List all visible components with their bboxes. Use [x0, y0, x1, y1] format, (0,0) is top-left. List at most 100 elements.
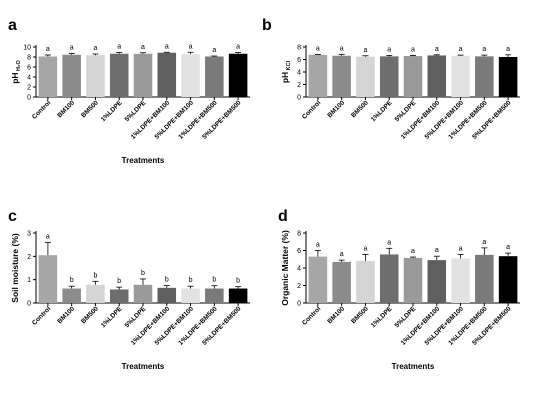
bar-BM500	[86, 284, 105, 303]
significance-letter: b	[70, 277, 74, 284]
bar-1%LDPE	[379, 56, 399, 97]
bar-1%LDPE+BM100	[427, 260, 447, 303]
significance-letter: a	[435, 46, 439, 53]
significance-letter: a	[189, 43, 193, 50]
y-tick-label: 4	[27, 75, 31, 82]
significance-letter: a	[482, 239, 486, 246]
bar-5%LDPE	[403, 257, 423, 303]
significance-letter: a	[363, 47, 367, 54]
significance-letter: a	[459, 245, 463, 252]
bar-1%LDPE+BM500	[205, 288, 224, 303]
bar-1%LDPE+BM500	[475, 254, 494, 303]
significance-letter: a	[236, 44, 240, 51]
bar-1%LDPE+BM100	[427, 55, 447, 97]
y-axis-label: pHKCl	[280, 60, 292, 83]
panel-label: c	[8, 208, 17, 225]
bar-BM500	[356, 56, 375, 97]
bar-1%LDPE	[109, 289, 129, 303]
x-tick-label: Control	[301, 305, 322, 326]
y-tick-label: 6	[297, 248, 301, 255]
panel-c: c 0 1 2 3 Soil moisture (%) a Control b BM100 b BM5…	[8, 208, 250, 371]
y-axis-label-subscript: KCl	[286, 60, 292, 70]
bar-5%LDPE+BM500	[498, 256, 518, 303]
bar-1%LDPE+BM100	[157, 52, 177, 97]
x-tick-label: 5%LDPE	[124, 99, 148, 123]
significance-letter: a	[411, 248, 415, 255]
x-tick-label: 1%LDPE	[100, 305, 124, 329]
x-tick-label: 5%LDPE	[394, 305, 418, 329]
y-tick-label: 6	[27, 65, 31, 72]
significance-letter: a	[212, 47, 216, 54]
significance-letter: a	[435, 247, 439, 254]
y-tick-label: 2	[297, 283, 301, 290]
significance-letter: a	[117, 44, 121, 51]
x-tick-label: BM100	[326, 99, 346, 119]
y-tick-label: 0	[27, 301, 31, 308]
significance-letter: a	[141, 44, 145, 51]
significance-letter: b	[212, 277, 216, 284]
panel-d: d 0 2 4 6 8 Organic Matter (%) a Control a BM100 a B…	[278, 208, 520, 371]
significance-letter: a	[70, 45, 74, 52]
significance-letter: b	[93, 272, 97, 279]
bar-5%LDPE+BM100	[451, 258, 470, 303]
bar-BM100	[332, 55, 351, 97]
x-tick-label: BM500	[80, 305, 100, 325]
bar-5%LDPE+BM100	[181, 54, 200, 97]
significance-letter: a	[411, 46, 415, 53]
significance-letter: a	[316, 46, 320, 53]
significance-letter: b	[189, 277, 193, 284]
significance-letter: a	[340, 251, 344, 258]
x-tick-label: 1%LDPE	[370, 99, 394, 123]
x-tick-label: Control	[31, 99, 52, 120]
x-tick-label: BM100	[56, 99, 76, 119]
y-tick-label: 4	[297, 70, 301, 77]
x-tick-label: BM100	[326, 305, 346, 325]
bar-1%LDPE+BM500	[205, 56, 224, 97]
significance-letter: a	[459, 46, 463, 53]
bar-1%LDPE+BM100	[157, 287, 177, 303]
significance-letter: a	[316, 242, 320, 249]
y-tick-label: 6	[297, 57, 301, 64]
bar-BM100	[62, 288, 81, 303]
significance-letter: a	[363, 245, 367, 252]
bar-BM500	[86, 55, 105, 97]
bar-5%LDPE+BM500	[228, 53, 248, 97]
significance-letter: a	[506, 244, 510, 251]
significance-letter: a	[340, 46, 344, 53]
y-tick-label: 2	[297, 82, 301, 89]
x-tick-label: BM100	[56, 305, 76, 325]
significance-letter: a	[482, 46, 486, 53]
y-tick-label: 3	[27, 231, 31, 238]
bar-1%LDPE	[379, 254, 399, 303]
bar-1%LDPE	[109, 53, 129, 97]
y-axis-label: Organic Matter (%)	[280, 230, 290, 306]
y-tick-label: 4	[297, 266, 301, 273]
significance-letter: a	[93, 45, 97, 52]
x-tick-label: Control	[31, 305, 52, 326]
bar-Control	[308, 54, 328, 97]
bar-5%LDPE+BM500	[498, 57, 518, 97]
y-tick-label: 10	[23, 45, 31, 52]
significance-letter: b	[141, 270, 145, 277]
y-tick-label: 0	[27, 95, 31, 102]
panel-a: a 0 2 4 6 8 10 pHH₂O a Control a BM100 a BM500 a 1%LDPE…	[8, 17, 250, 165]
panel-label: d	[278, 208, 288, 225]
y-tick-label: 8	[297, 45, 301, 52]
y-axis-label-subscript: H₂O	[16, 60, 22, 71]
significance-letter: b	[117, 278, 121, 285]
y-tick-label: 8	[27, 55, 31, 62]
significance-letter: a	[46, 233, 50, 240]
significance-letter: a	[165, 43, 169, 50]
bar-5%LDPE+BM100	[451, 55, 470, 97]
panel-b: b 0 2 4 6 8 pHKCl a Control a BM100 a BM500 a 1%LDPE a 5…	[262, 17, 520, 141]
x-tick-label: 1%LDPE	[100, 99, 124, 123]
panel-label: b	[262, 17, 272, 34]
y-axis-label: Soil moisture (%)	[10, 233, 20, 303]
significance-letter: a	[387, 239, 391, 246]
bar-Control	[38, 255, 58, 303]
x-tick-label: BM500	[80, 99, 100, 119]
bar-5%LDPE+BM500	[228, 288, 248, 303]
significance-letter: a	[387, 46, 391, 53]
x-tick-label: BM500	[350, 99, 370, 119]
